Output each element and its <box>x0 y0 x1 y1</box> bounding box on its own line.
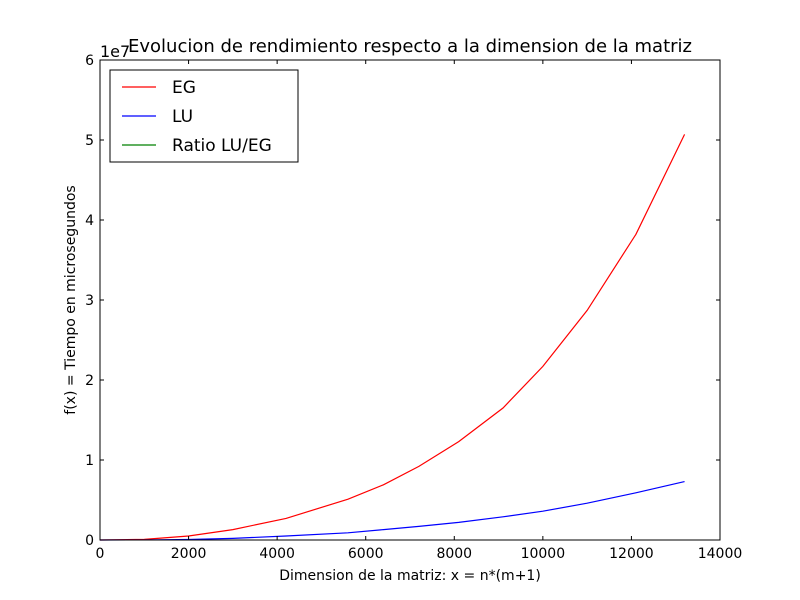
x-tick-label: 0 <box>96 546 105 562</box>
legend-label-lu: LU <box>172 107 193 127</box>
x-tick-label: 2000 <box>171 546 207 562</box>
x-tick-label: 4000 <box>259 546 295 562</box>
legend-items: EG LU Ratio LU/EG <box>122 78 272 156</box>
y-axis-label: f(x) = Tiempo en microsegundos <box>63 185 79 414</box>
x-tick-label: 14000 <box>698 546 743 562</box>
series-line-lu <box>99 481 685 541</box>
y-tick-label: 4 <box>85 213 94 229</box>
y-offset-label: 1e7 <box>100 42 130 61</box>
y-tick-label: 1 <box>85 453 94 469</box>
x-tick-label: 6000 <box>348 546 384 562</box>
y-tick-label: 6 <box>85 53 94 69</box>
x-tick-label: 8000 <box>436 546 472 562</box>
chart-title: Evolucion de rendimiento respecto a la d… <box>128 36 692 57</box>
y-tick-label: 5 <box>85 133 94 149</box>
ticks-layer: 0 2000 4000 6000 8000 10000 12000 14000 0 1 2 3 4 5 6 <box>85 53 742 562</box>
y-tick-label: 2 <box>85 373 94 389</box>
x-tick-label: 12000 <box>609 546 654 562</box>
series-line-eg <box>99 134 686 541</box>
x-tick-label: 10000 <box>521 546 566 562</box>
legend-label-eg: EG <box>172 78 196 98</box>
y-tick-label: 0 <box>85 533 94 549</box>
legend: EG LU Ratio LU/EG <box>109 69 299 163</box>
legend-label-ratio-lu-eg: Ratio LU/EG <box>172 136 272 156</box>
series-layer <box>99 134 686 541</box>
x-axis-label: Dimension de la matriz: x = n*(m+1) <box>279 568 541 584</box>
y-tick-label: 3 <box>85 293 94 309</box>
